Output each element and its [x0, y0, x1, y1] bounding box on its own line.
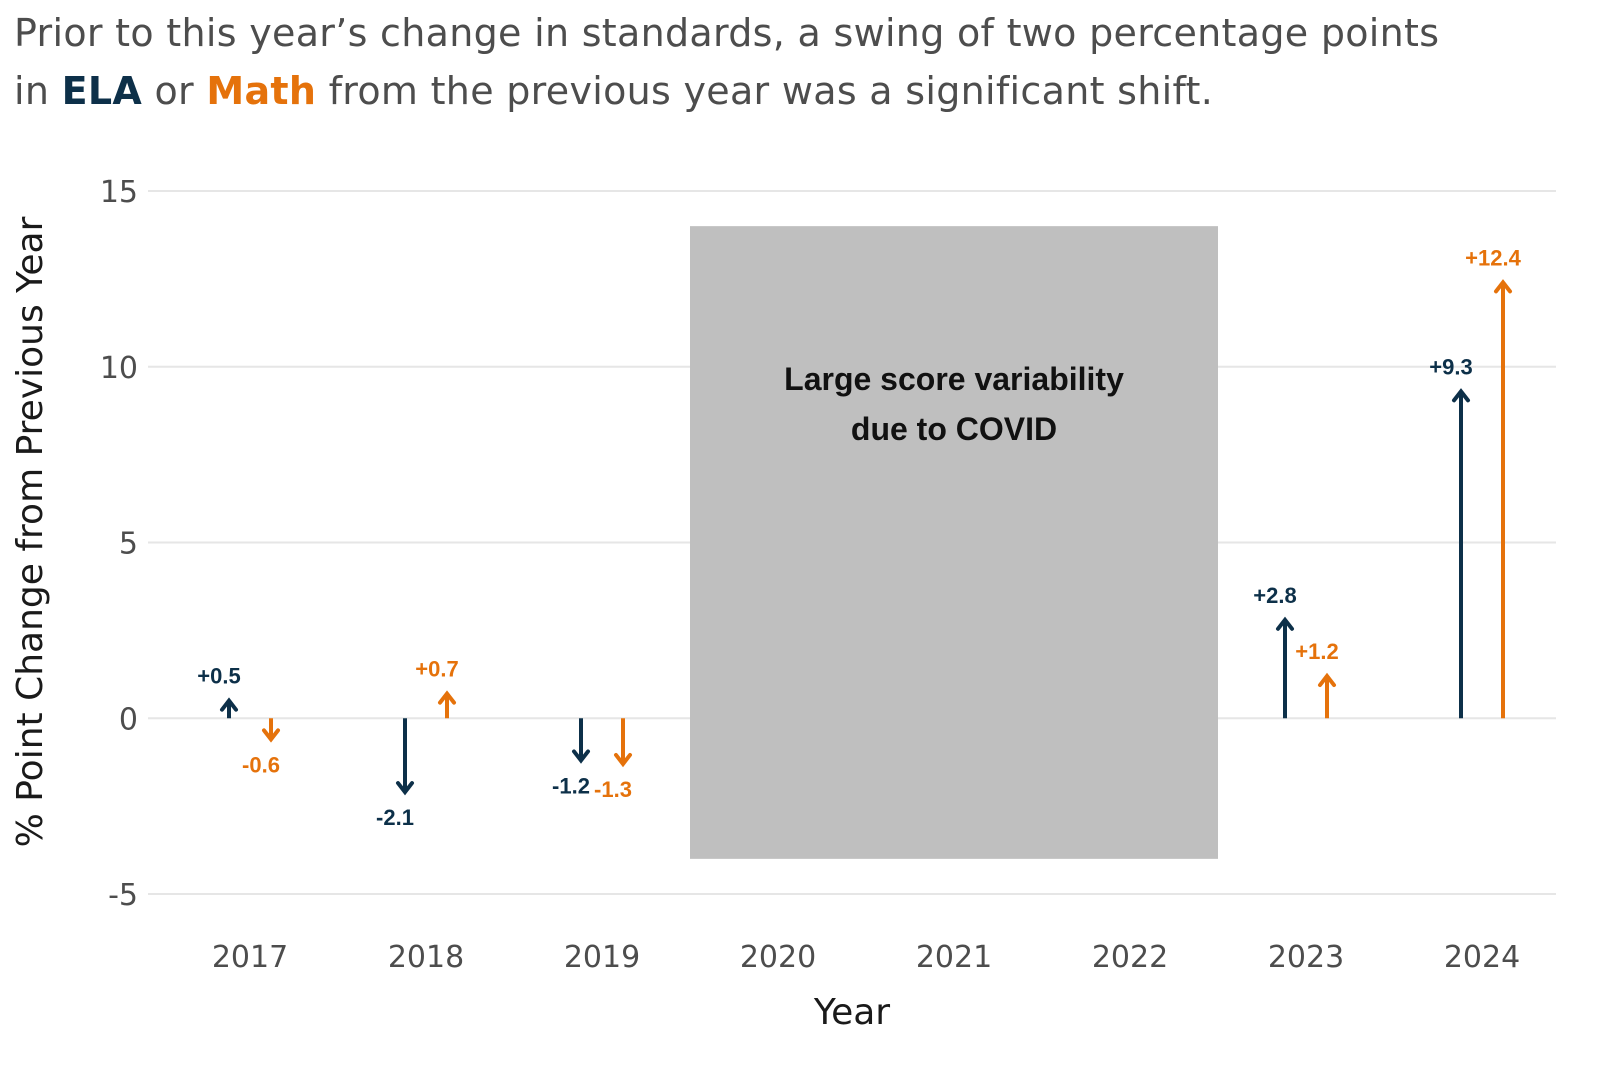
arrow-ela-2019-head	[572, 749, 590, 764]
y-axis-title: % Point Change from Previous Year	[10, 216, 51, 847]
subtitle-ela-word: ELA	[61, 69, 143, 113]
covid-annotation-text-line-1: Large score variability	[784, 361, 1124, 397]
x-tick-label: 2022	[1092, 940, 1168, 975]
x-tick-label: 2023	[1268, 940, 1344, 975]
data-label-ela-2019: -1.2	[552, 773, 590, 798]
y-tick-label: -5	[108, 878, 138, 913]
data-label-ela-2024: +9.3	[1429, 354, 1472, 379]
arrow-math-2017-head	[262, 728, 280, 743]
arrow-math-2019-head	[614, 752, 632, 768]
x-tick-label: 2017	[212, 940, 288, 975]
y-tick-label: 15	[100, 175, 138, 210]
arrow-ela-2024-head	[1452, 388, 1470, 403]
subtitle-text-mid: or	[142, 69, 207, 113]
y-tick-label: 0	[119, 702, 138, 737]
data-label-math-2023: +1.2	[1295, 639, 1338, 664]
x-tick-label: 2018	[388, 940, 464, 975]
arrow-math-2018-head	[438, 690, 456, 705]
data-label-math-2019: -1.3	[594, 777, 632, 802]
subtitle-line-2: in ELA or Math from the previous year wa…	[14, 62, 1574, 120]
y-tick-label: 10	[100, 351, 138, 386]
covid-annotation-band	[690, 226, 1218, 859]
subtitle-line-1: Prior to this year’s change in standards…	[14, 11, 1440, 55]
covid-annotation-text-line-2: due to COVID	[851, 411, 1057, 447]
arrow-math-2023-head	[1318, 672, 1336, 688]
x-tick-label: 2021	[916, 940, 992, 975]
data-label-ela-2018: -2.1	[376, 805, 414, 830]
x-axis-title: Year	[813, 992, 890, 1033]
arrow-ela-2023-head	[1276, 616, 1294, 631]
subtitle-math-word: Math	[206, 69, 317, 113]
data-label-math-2018: +0.7	[415, 657, 458, 682]
data-label-ela-2017: +0.5	[197, 664, 240, 689]
chart-subtitle: Prior to this year’s change in standards…	[14, 4, 1574, 120]
data-label-ela-2023: +2.8	[1253, 583, 1296, 608]
arrow-math-2024-head	[1494, 279, 1512, 294]
x-tick-label: 2024	[1444, 940, 1520, 975]
data-label-math-2017: -0.6	[242, 752, 280, 777]
arrow-ela-2017-head	[220, 697, 238, 712]
data-label-math-2024: +12.4	[1465, 245, 1521, 270]
x-tick-label: 2020	[740, 940, 816, 975]
y-tick-label: 5	[119, 527, 138, 562]
arrow-ela-2018-head	[396, 781, 414, 796]
x-tick-label: 2019	[564, 940, 640, 975]
subtitle-text-pre: in	[14, 69, 62, 113]
subtitle-text-post: from the previous year was a significant…	[316, 69, 1214, 113]
